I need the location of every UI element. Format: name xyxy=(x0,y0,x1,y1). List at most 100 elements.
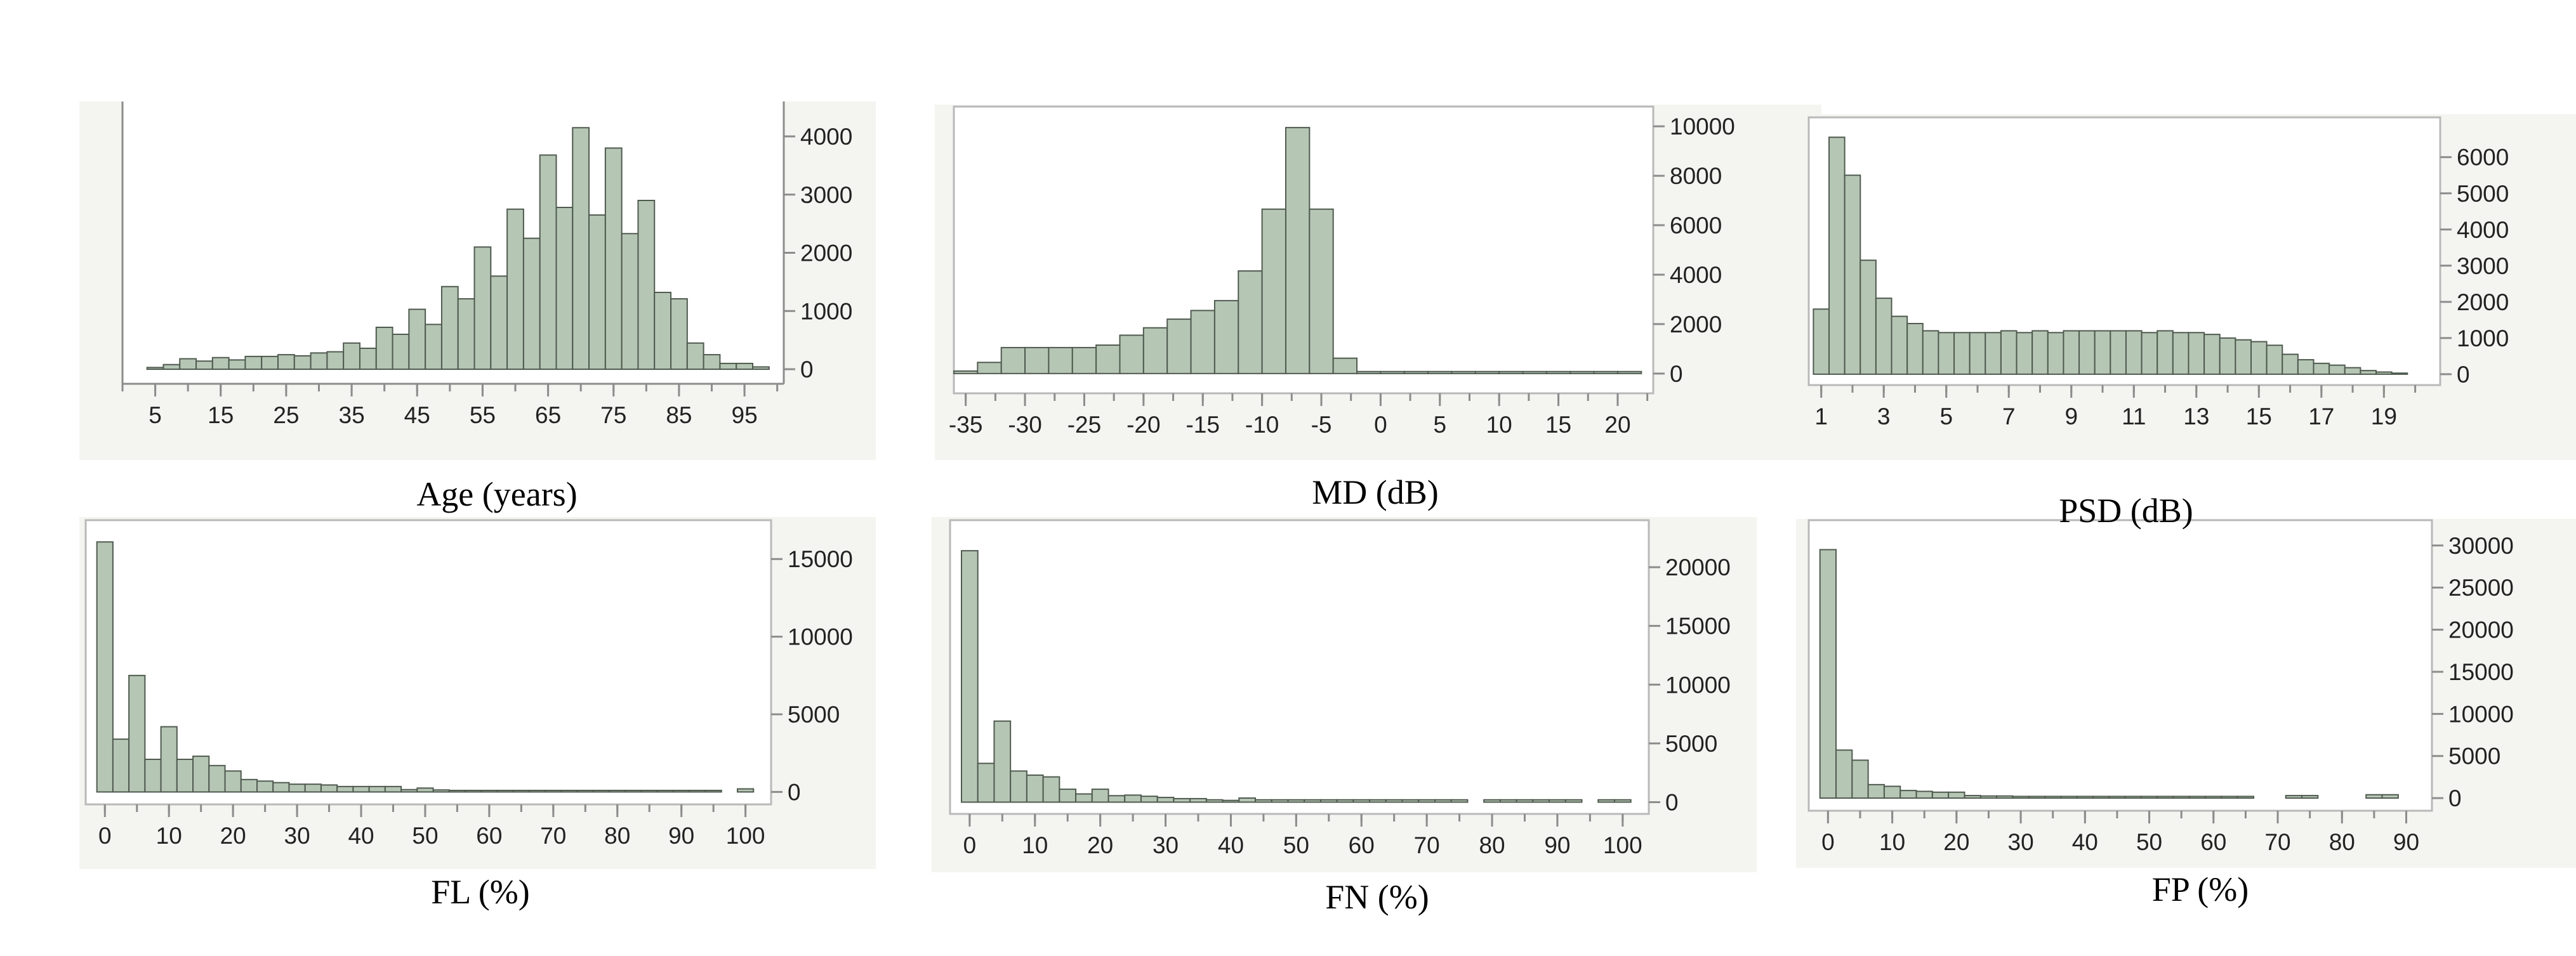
age-bar xyxy=(751,366,770,370)
fl-bar xyxy=(609,789,626,793)
age-x-tick-label: 15 xyxy=(208,402,234,428)
fn-x-tick-label: 90 xyxy=(1544,832,1570,858)
age-bar xyxy=(555,206,574,370)
psd-bar xyxy=(1875,298,1892,375)
fn-bar xyxy=(977,763,995,803)
age-bar xyxy=(195,360,213,370)
age-bar xyxy=(719,362,737,370)
fl-bar xyxy=(96,541,114,793)
psd-x-tick-label: 11 xyxy=(2122,403,2146,429)
age-bar xyxy=(392,334,410,370)
psd-bar xyxy=(2203,334,2221,375)
fp-bar xyxy=(1835,749,1853,799)
psd-bar xyxy=(2063,330,2080,375)
fp-bar xyxy=(2205,796,2223,799)
fn-bar xyxy=(1319,799,1338,803)
md-bar xyxy=(1166,318,1192,374)
psd-bar xyxy=(1938,332,1955,375)
fn-x-tick-label: 80 xyxy=(1479,832,1505,858)
fp-bar xyxy=(2076,796,2094,799)
fl-bar xyxy=(465,789,482,793)
fp-axis-title: FP (%) xyxy=(2152,870,2249,908)
psd-bar xyxy=(2328,364,2346,375)
fp-y-tick-label: 0 xyxy=(2448,785,2462,811)
fn-bar xyxy=(993,720,1012,803)
fl-bar xyxy=(128,674,146,793)
age-x-tick-label: 25 xyxy=(273,402,299,428)
fp-bar xyxy=(2012,796,2030,799)
md-y-tick-label: 0 xyxy=(1670,361,1683,387)
md-bar xyxy=(1285,127,1311,374)
psd-x-tick-label: 15 xyxy=(2246,403,2272,429)
age-bar xyxy=(277,354,295,370)
md-bar xyxy=(1071,346,1097,374)
psd-bar xyxy=(2141,332,2158,375)
fl-bar xyxy=(656,789,675,793)
md-bar xyxy=(1356,370,1382,374)
psd-y-tick-label: 3000 xyxy=(2457,253,2509,279)
fp-x-tick-label: 40 xyxy=(2072,829,2098,855)
fp-bar xyxy=(2188,796,2207,799)
fp-bar xyxy=(1979,795,1998,799)
psd-y-tick-label: 6000 xyxy=(2457,145,2509,171)
psd-x-tick-label: 1 xyxy=(1814,403,1828,429)
fn-y-tick-label: 20000 xyxy=(1665,554,1731,580)
fl-bar xyxy=(144,759,162,793)
md-bar xyxy=(1190,310,1215,374)
age-bar xyxy=(425,324,442,370)
md-bar xyxy=(1427,370,1453,374)
fp-bar xyxy=(2140,796,2158,799)
fl-bar xyxy=(352,785,370,793)
age-y-tick-label: 4000 xyxy=(800,124,852,150)
age-y-tick-label: 0 xyxy=(800,357,814,383)
psd-bar xyxy=(2157,330,2174,375)
age-bar xyxy=(703,354,721,370)
fn-bar xyxy=(1156,797,1175,803)
fl-x-tick-label: 40 xyxy=(348,823,374,849)
md-bar xyxy=(977,362,1002,374)
md-bar xyxy=(1451,370,1476,374)
md-bar xyxy=(1380,370,1405,374)
md-bar xyxy=(1213,299,1239,374)
psd-y-tick-label: 1000 xyxy=(2457,325,2509,351)
psd-bar xyxy=(1985,332,2002,375)
psd-bar xyxy=(2125,330,2143,375)
psd-bar xyxy=(2016,332,2033,375)
psd-bar xyxy=(1891,315,1908,375)
fl-y-tick-label: 15000 xyxy=(788,546,853,572)
fl-bar xyxy=(160,726,178,793)
fn-x-tick-label: 60 xyxy=(1349,832,1375,858)
age-bar xyxy=(473,246,492,370)
age-bar xyxy=(686,342,704,370)
psd-y-tick-label: 0 xyxy=(2457,362,2470,388)
psd-bar xyxy=(2031,330,2049,375)
md-bar xyxy=(1119,334,1144,374)
fn-x-tick-label: 70 xyxy=(1414,832,1440,858)
fl-x-tick-label: 80 xyxy=(604,823,630,849)
fn-bar xyxy=(1010,770,1027,803)
fn-bar xyxy=(1091,789,1109,803)
age-histogram: 5 15 25 35 45 55 65 75 85 95 4000 3000 2000 1000 0 xyxy=(79,101,876,460)
age-x-tick-label: 85 xyxy=(666,402,692,428)
fp-x-tick-label: 90 xyxy=(2393,829,2419,855)
fl-bar xyxy=(448,789,466,793)
fl-x-tick-label: 10 xyxy=(156,823,182,849)
age-bar xyxy=(637,199,656,370)
fn-bar xyxy=(1369,799,1387,803)
md-bar xyxy=(1498,370,1524,374)
fn-bar xyxy=(1189,797,1207,803)
fp-bar xyxy=(2285,795,2302,799)
fn-bar xyxy=(1222,799,1240,803)
psd-bar xyxy=(1844,174,1861,375)
fn-bar xyxy=(1238,797,1257,803)
age-x-tick-label: 65 xyxy=(535,402,561,428)
fp-y-tick-label: 20000 xyxy=(2448,617,2514,643)
age-bar xyxy=(179,358,197,370)
fn-x-tick-label: 20 xyxy=(1087,832,1113,858)
md-y-tick-label: 6000 xyxy=(1670,213,1722,239)
md-x-tick-label: -15 xyxy=(1186,412,1219,438)
age-bar xyxy=(146,367,164,370)
md-bar xyxy=(1048,346,1073,374)
fp-bar xyxy=(2172,796,2190,799)
